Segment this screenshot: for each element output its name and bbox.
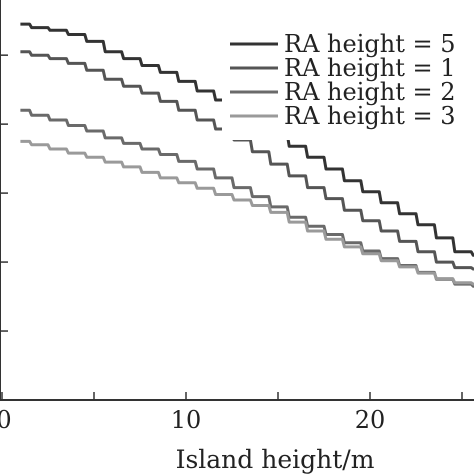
x-tick-label: 0: [0, 406, 12, 434]
series-line-2: [20, 50, 474, 271]
x-axis-title: Island height/m: [176, 445, 375, 474]
x-ticks: 0 10 20: [0, 392, 463, 434]
legend-background: [222, 28, 474, 140]
plot-frame: [0, 0, 474, 401]
x-tick-label: 10: [171, 406, 202, 434]
legend: RA height = 5RA height = 1RA height = 2R…: [222, 28, 474, 140]
y-ticks: [0, 54, 8, 332]
legend-label-1: RA height = 5: [284, 30, 455, 58]
x-tick-label: 20: [355, 406, 386, 434]
legend-label-4: RA height = 3: [284, 102, 455, 130]
series-line-4: [20, 139, 474, 286]
legend-label-2: RA height = 1: [284, 54, 455, 82]
legend-label-3: RA height = 2: [284, 78, 455, 106]
